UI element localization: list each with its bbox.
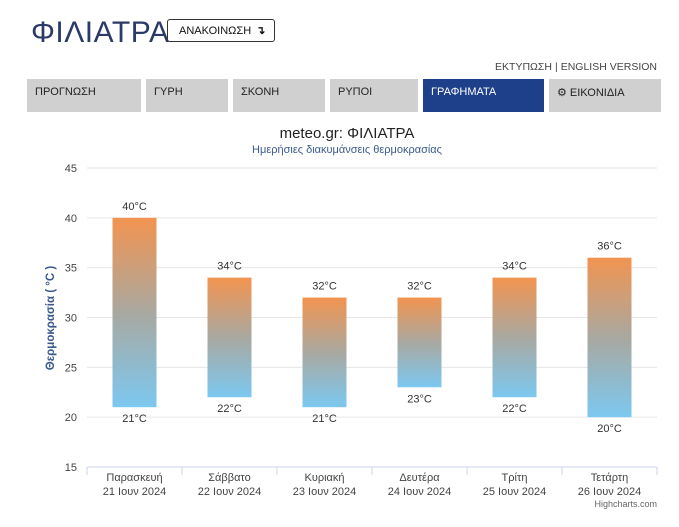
x-tick-day-label: Τετάρτη bbox=[591, 472, 629, 484]
top-links: ΕΚΤΥΠΩΣΗ | ENGLISH VERSION bbox=[495, 61, 657, 73]
tab-label: ΓΡΑΦΗΜΑΤΑ bbox=[431, 86, 497, 98]
chart-subtitle: Ημερήσιες διακυμάνσεις θερμοκρασίας bbox=[252, 144, 442, 156]
tab-dust[interactable]: ΣΚΟΝΗ bbox=[233, 79, 325, 112]
high-temp-label: 40°C bbox=[122, 201, 147, 213]
tab-icons[interactable]: ⚙ ΕΙΚΟΝΙΔΙΑ bbox=[549, 79, 661, 112]
english-version-link[interactable]: ENGLISH VERSION bbox=[560, 61, 657, 73]
high-temp-label: 34°C bbox=[502, 261, 527, 273]
arrow-down-right-icon: ↴ bbox=[256, 25, 266, 37]
x-tick-date-label: 23 Ιουν 2024 bbox=[293, 486, 357, 498]
chart-credits[interactable]: Highcharts.com bbox=[594, 499, 657, 509]
tab-label: ΓΥΡΗ bbox=[154, 86, 183, 98]
x-tick-date-label: 21 Ιουν 2024 bbox=[103, 486, 167, 498]
tab-label: ΡΥΠΟΙ bbox=[338, 86, 373, 98]
tab-pollen[interactable]: ΓΥΡΗ bbox=[146, 79, 228, 112]
x-tick-date-label: 24 Ιουν 2024 bbox=[388, 486, 452, 498]
y-tick-label: 25 bbox=[65, 362, 77, 374]
tab-label: ΕΙΚΟΝΙΔΙΑ bbox=[569, 87, 625, 99]
temperature-range-bar[interactable] bbox=[207, 277, 252, 398]
temperature-range-bar[interactable] bbox=[112, 217, 157, 408]
tab-forecast[interactable]: ΠΡΟΓΝΩΣΗ bbox=[27, 79, 141, 112]
tab-label: ΠΡΟΓΝΩΣΗ bbox=[35, 86, 96, 98]
tab-label: ΣΚΟΝΗ bbox=[241, 86, 280, 98]
x-tick-date-label: 22 Ιουν 2024 bbox=[198, 486, 262, 498]
y-tick-label: 45 bbox=[65, 163, 77, 175]
y-tick-label: 20 bbox=[65, 412, 77, 424]
tab-charts[interactable]: ΓΡΑΦΗΜΑΤΑ bbox=[423, 79, 544, 112]
x-tick-day-label: Παρασκευή bbox=[106, 472, 162, 484]
site-title: ΦΙΛΙΑΤΡΑ bbox=[31, 16, 170, 49]
temperature-range-bar[interactable] bbox=[397, 297, 442, 388]
high-temp-label: 32°C bbox=[407, 281, 432, 293]
temperature-range-bar[interactable] bbox=[492, 277, 537, 398]
tab-pollutants[interactable]: ΡΥΠΟΙ bbox=[330, 79, 418, 112]
y-tick-label: 15 bbox=[65, 462, 77, 474]
low-temp-label: 20°C bbox=[597, 423, 622, 435]
x-tick-date-label: 25 Ιουν 2024 bbox=[483, 486, 547, 498]
x-tick-day-label: Δευτέρα bbox=[399, 472, 440, 484]
low-temp-label: 21°C bbox=[312, 413, 337, 425]
high-temp-label: 34°C bbox=[217, 261, 242, 273]
low-temp-label: 22°C bbox=[217, 403, 242, 415]
x-tick-day-label: Σάββατο bbox=[208, 472, 250, 484]
x-tick-day-label: Τρίτη bbox=[502, 472, 528, 484]
link-separator: | bbox=[554, 61, 558, 73]
temperature-range-bar[interactable] bbox=[302, 297, 347, 408]
low-temp-label: 21°C bbox=[122, 413, 147, 425]
gear-icon: ⚙ bbox=[557, 87, 567, 99]
high-temp-label: 32°C bbox=[312, 281, 337, 293]
y-tick-label: 35 bbox=[65, 263, 77, 275]
print-link[interactable]: ΕΚΤΥΠΩΣΗ bbox=[495, 61, 552, 73]
low-temp-label: 23°C bbox=[407, 393, 432, 405]
y-axis-title: Θερμοκρασία ( °C ) bbox=[45, 266, 57, 371]
announcement-button[interactable]: ΑΝΑΚΟΙΝΩΣΗ ↴ bbox=[167, 19, 276, 42]
low-temp-label: 22°C bbox=[502, 403, 527, 415]
y-tick-label: 30 bbox=[65, 313, 77, 325]
y-tick-label: 40 bbox=[65, 213, 77, 225]
x-tick-date-label: 26 Ιουν 2024 bbox=[578, 486, 642, 498]
high-temp-label: 36°C bbox=[597, 241, 622, 253]
chart-title: meteo.gr: ΦΙΛΙΑΤΡΑ bbox=[280, 125, 415, 142]
x-tick-day-label: Κυριακή bbox=[304, 472, 344, 484]
temperature-range-bar[interactable] bbox=[587, 257, 632, 418]
announcement-label: ΑΝΑΚΟΙΝΩΣΗ bbox=[179, 24, 252, 37]
